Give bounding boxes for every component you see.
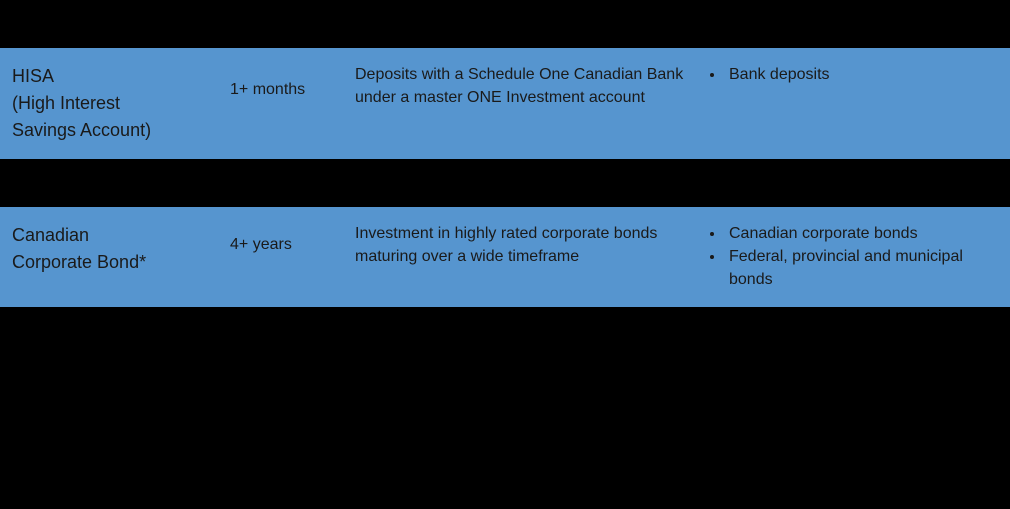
portfolio-name-line: Corporate Bond* bbox=[12, 249, 222, 276]
table-row bbox=[0, 307, 1010, 355]
portfolio-name: CanadianCorporate Bond* bbox=[0, 222, 230, 276]
time-horizon bbox=[230, 174, 355, 192]
portfolio-name-line: (High Interest bbox=[12, 90, 222, 117]
asset-item: Canadian corporate bonds bbox=[725, 222, 1010, 245]
portfolio-name-line: Canadian bbox=[12, 222, 222, 249]
permitted-assets: Canadian corporate bondsFederal, provinc… bbox=[705, 222, 1010, 292]
investment-strategy: Investment in highly rated corporate bon… bbox=[355, 222, 705, 268]
asset-item: Bank deposits bbox=[725, 63, 1010, 86]
asset-list: Canadian corporate bondsFederal, provinc… bbox=[705, 222, 1010, 292]
portfolio-name-line: HISA bbox=[12, 63, 222, 90]
time-horizon bbox=[230, 15, 355, 33]
time-horizon: 4+ years bbox=[230, 222, 355, 254]
table-row bbox=[0, 0, 1010, 48]
table-row: HISA(High InterestSavings Account)1+ mon… bbox=[0, 48, 1010, 159]
permitted-assets: Bank deposits bbox=[705, 63, 1010, 86]
portfolio-name: HISA(High InterestSavings Account) bbox=[0, 63, 230, 144]
asset-list: Bank deposits bbox=[705, 63, 1010, 86]
time-horizon bbox=[230, 322, 355, 340]
time-horizon: 1+ months bbox=[230, 63, 355, 99]
table-row: CanadianCorporate Bond*4+ yearsInvestmen… bbox=[0, 207, 1010, 307]
asset-item: Federal, provincial and municipal bonds bbox=[725, 245, 1010, 291]
portfolio-name-line: Savings Account) bbox=[12, 117, 222, 144]
table-row bbox=[0, 159, 1010, 207]
portfolio-table: HISA(High InterestSavings Account)1+ mon… bbox=[0, 0, 1010, 355]
investment-strategy: Deposits with a Schedule One Canadian Ba… bbox=[355, 63, 705, 109]
